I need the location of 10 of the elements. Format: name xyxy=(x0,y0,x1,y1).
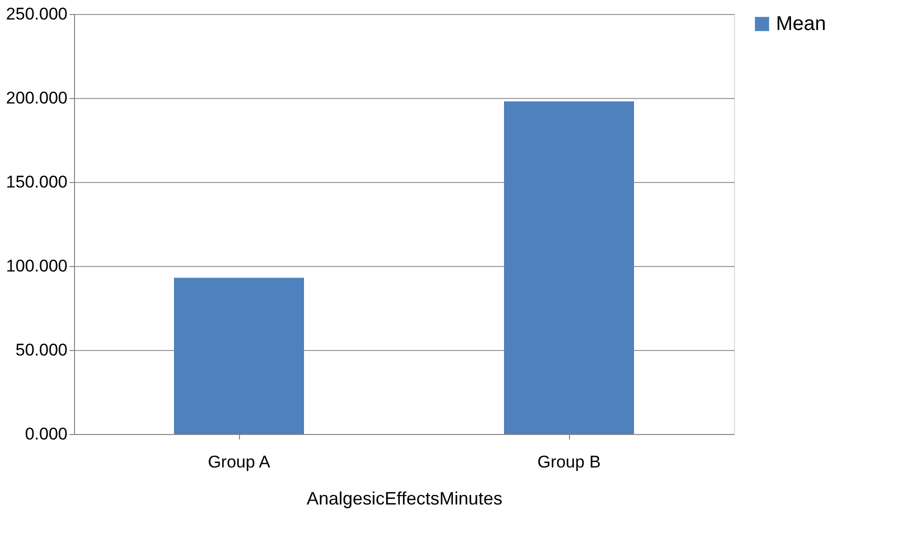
y-tick-label: 50.000 xyxy=(16,340,68,360)
y-tick-label: 0.000 xyxy=(24,424,68,444)
y-tick-label: 200.000 xyxy=(6,88,68,108)
y-tick-label: 150.000 xyxy=(6,172,68,192)
y-tick-label: 250.000 xyxy=(6,4,68,24)
x-axis-title: AnalgesicEffectsMinutes xyxy=(306,488,502,508)
x-tick-label: Group B xyxy=(537,452,601,472)
legend-label: Mean xyxy=(776,13,826,35)
y-tick-label: 100.000 xyxy=(6,256,68,276)
x-tick-label: Group A xyxy=(208,452,271,472)
